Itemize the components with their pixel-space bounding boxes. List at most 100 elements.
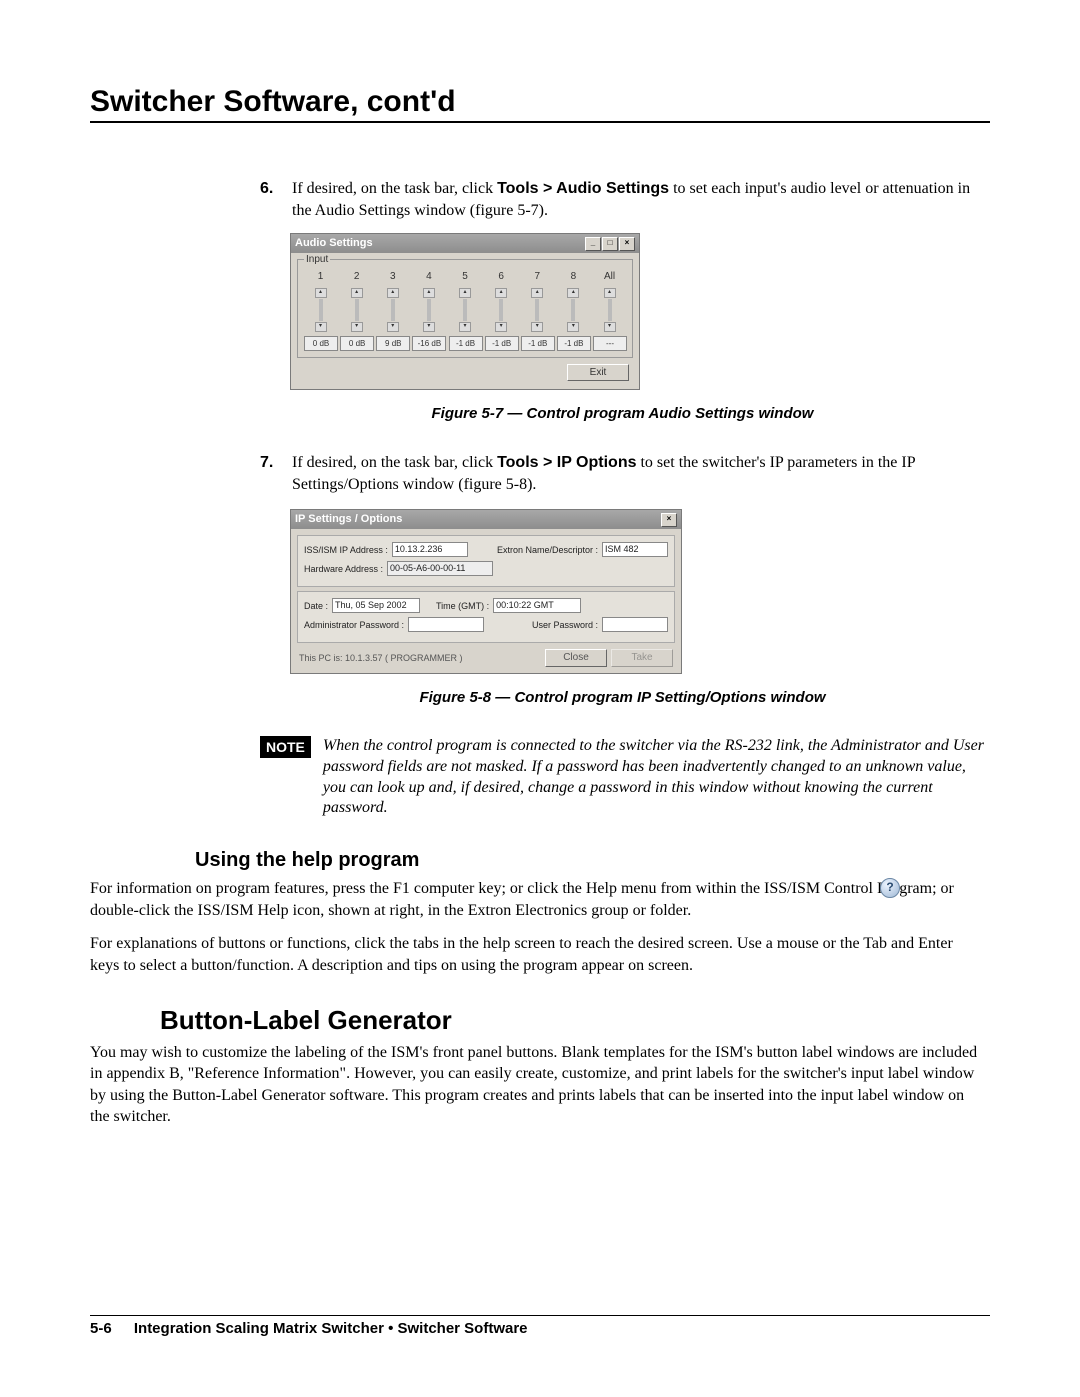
spin-down-icon[interactable]: ▾ bbox=[459, 322, 471, 332]
name-label: Extron Name/Descriptor : bbox=[497, 544, 598, 556]
note-label: NOTE bbox=[260, 736, 311, 758]
db-value: -1 dB bbox=[485, 336, 519, 351]
channel-slider[interactable]: ▴▾ bbox=[456, 288, 474, 332]
ip-panel-1: ISS/ISM IP Address : 10.13.2.236 Extron … bbox=[297, 535, 675, 587]
time-field[interactable]: 00:10:22 GMT bbox=[493, 598, 581, 613]
channel-label: 5 bbox=[449, 270, 482, 284]
name-field[interactable]: ISM 482 bbox=[602, 542, 668, 557]
step-7: 7. If desired, on the task bar, click To… bbox=[260, 452, 985, 495]
spin-up-icon[interactable]: ▴ bbox=[387, 288, 399, 298]
page-footer: 5-6 Integration Scaling Matrix Switcher … bbox=[90, 1315, 990, 1337]
step-7-text: If desired, on the task bar, click Tools… bbox=[292, 452, 985, 495]
spin-up-icon[interactable]: ▴ bbox=[495, 288, 507, 298]
hw-address-field: 00-05-A6-00-00-11 bbox=[387, 561, 493, 576]
note-text: When the control program is connected to… bbox=[323, 736, 985, 819]
ip-titlebar: IP Settings / Options × bbox=[291, 510, 681, 529]
spin-up-icon[interactable]: ▴ bbox=[423, 288, 435, 298]
ip-panel-2: Date : Thu, 05 Sep 2002 Time (GMT) : 00:… bbox=[297, 591, 675, 643]
spin-up-icon[interactable]: ▴ bbox=[567, 288, 579, 298]
spin-down-icon[interactable]: ▾ bbox=[495, 322, 507, 332]
spin-up-icon[interactable]: ▴ bbox=[459, 288, 471, 298]
help-para-2: For explanations of buttons or functions… bbox=[90, 933, 985, 976]
channel-3: 3▴▾9 dB bbox=[376, 270, 409, 351]
channel-slider[interactable]: ▴▾ bbox=[312, 288, 330, 332]
channel-label: 6 bbox=[485, 270, 518, 284]
step-6-pre: If desired, on the task bar, click bbox=[292, 180, 497, 197]
db-value: -1 dB bbox=[557, 336, 591, 351]
page-number: 5-6 bbox=[90, 1320, 112, 1337]
hw-address-label: Hardware Address : bbox=[304, 563, 383, 575]
db-value: --- bbox=[593, 336, 627, 351]
channel-slider[interactable]: ▴▾ bbox=[601, 288, 619, 332]
channel-label: 2 bbox=[340, 270, 373, 284]
spin-up-icon[interactable]: ▴ bbox=[531, 288, 543, 298]
channel-4: 4▴▾-16 dB bbox=[412, 270, 445, 351]
channel-label: All bbox=[593, 270, 626, 284]
input-group-label: Input bbox=[304, 253, 330, 267]
figure-5-8-caption: Figure 5-8 — Control program IP Setting/… bbox=[260, 688, 985, 708]
db-value: 0 dB bbox=[304, 336, 338, 351]
step-7-num: 7. bbox=[260, 452, 292, 495]
spin-down-icon[interactable]: ▾ bbox=[567, 322, 579, 332]
minimize-button[interactable]: _ bbox=[585, 237, 601, 251]
channel-label: 8 bbox=[557, 270, 590, 284]
spin-down-icon[interactable]: ▾ bbox=[604, 322, 616, 332]
db-value: -1 dB bbox=[521, 336, 555, 351]
channel-All: All▴▾--- bbox=[593, 270, 626, 351]
exit-button[interactable]: Exit bbox=[567, 364, 629, 382]
audio-settings-window: Audio Settings _ □ × Input 1▴▾0 dB2▴▾0 d… bbox=[290, 233, 640, 390]
ip-take-button[interactable]: Take bbox=[611, 649, 673, 667]
ip-address-field[interactable]: 10.13.2.236 bbox=[392, 542, 468, 557]
channel-row: 1▴▾0 dB2▴▾0 dB3▴▾9 dB4▴▾-16 dB5▴▾-1 dB6▴… bbox=[304, 270, 626, 351]
step-6-num: 6. bbox=[260, 178, 292, 221]
step-6: 6. If desired, on the task bar, click To… bbox=[260, 178, 985, 221]
page-title: Switcher Software, cont'd bbox=[90, 85, 990, 123]
channel-slider[interactable]: ▴▾ bbox=[384, 288, 402, 332]
channel-label: 3 bbox=[376, 270, 409, 284]
channel-slider[interactable]: ▴▾ bbox=[420, 288, 438, 332]
step-6-bold: Tools > Audio Settings bbox=[497, 180, 669, 197]
channel-slider[interactable]: ▴▾ bbox=[528, 288, 546, 332]
maximize-button[interactable]: □ bbox=[602, 237, 618, 251]
note-block: NOTE When the control program is connect… bbox=[260, 736, 985, 819]
channel-1: 1▴▾0 dB bbox=[304, 270, 337, 351]
close-button[interactable]: × bbox=[619, 237, 635, 251]
spin-down-icon[interactable]: ▾ bbox=[387, 322, 399, 332]
spin-up-icon[interactable]: ▴ bbox=[604, 288, 616, 298]
spin-up-icon[interactable]: ▴ bbox=[315, 288, 327, 298]
channel-6: 6▴▾-1 dB bbox=[485, 270, 518, 351]
user-pwd-label: User Password : bbox=[532, 619, 598, 631]
db-value: 0 dB bbox=[340, 336, 374, 351]
admin-pwd-field[interactable] bbox=[408, 617, 484, 632]
channel-slider[interactable]: ▴▾ bbox=[564, 288, 582, 332]
step-6-text: If desired, on the task bar, click Tools… bbox=[292, 178, 985, 221]
date-field[interactable]: Thu, 05 Sep 2002 bbox=[332, 598, 420, 613]
channel-slider[interactable]: ▴▾ bbox=[348, 288, 366, 332]
audio-titlebar: Audio Settings _ □ × bbox=[291, 234, 639, 253]
admin-pwd-label: Administrator Password : bbox=[304, 619, 404, 631]
spin-up-icon[interactable]: ▴ bbox=[351, 288, 363, 298]
channel-2: 2▴▾0 dB bbox=[340, 270, 373, 351]
db-value: -16 dB bbox=[412, 336, 446, 351]
channel-label: 4 bbox=[412, 270, 445, 284]
step-7-pre: If desired, on the task bar, click bbox=[292, 454, 497, 471]
user-pwd-field[interactable] bbox=[602, 617, 668, 632]
step-7-bold: Tools > IP Options bbox=[497, 454, 636, 471]
ip-close-x[interactable]: × bbox=[661, 513, 677, 527]
time-label: Time (GMT) : bbox=[436, 600, 489, 612]
db-value: -1 dB bbox=[449, 336, 483, 351]
db-value: 9 dB bbox=[376, 336, 410, 351]
spin-down-icon[interactable]: ▾ bbox=[423, 322, 435, 332]
channel-8: 8▴▾-1 dB bbox=[557, 270, 590, 351]
channel-label: 7 bbox=[521, 270, 554, 284]
spin-down-icon[interactable]: ▾ bbox=[531, 322, 543, 332]
ip-close-button[interactable]: Close bbox=[545, 649, 607, 667]
ip-settings-window: IP Settings / Options × ISS/ISM IP Addre… bbox=[290, 509, 682, 673]
spin-down-icon[interactable]: ▾ bbox=[351, 322, 363, 332]
spin-down-icon[interactable]: ▾ bbox=[315, 322, 327, 332]
help-heading: Using the help program bbox=[195, 849, 990, 872]
date-label: Date : bbox=[304, 600, 328, 612]
channel-slider[interactable]: ▴▾ bbox=[492, 288, 510, 332]
channel-5: 5▴▾-1 dB bbox=[449, 270, 482, 351]
input-groupbox: Input 1▴▾0 dB2▴▾0 dB3▴▾9 dB4▴▾-16 dB5▴▾-… bbox=[297, 259, 633, 358]
